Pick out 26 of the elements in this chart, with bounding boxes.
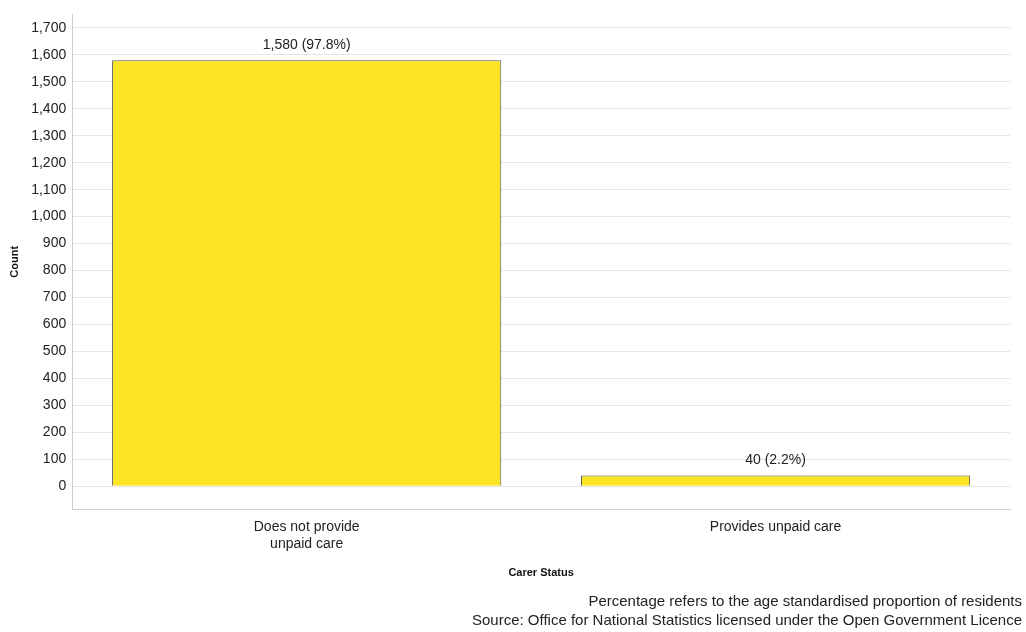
y-tick-label: 700	[42, 288, 67, 305]
x-tick-label: Does not provide unpaid care	[253, 518, 360, 552]
y-tick-label: 500	[42, 342, 67, 359]
y-tick-label: 400	[42, 369, 67, 386]
y-tick-label: 1,700	[31, 18, 67, 35]
y-tick-label: 300	[42, 396, 67, 413]
y-tick-label: 1,500	[31, 72, 67, 89]
y-axis-title: Count	[7, 245, 20, 278]
y-tick-label: 0	[58, 477, 67, 494]
x-tick-label: Provides unpaid care	[709, 518, 842, 535]
y-tick-label: 1,200	[31, 153, 67, 170]
y-tick-label: 1,400	[31, 99, 67, 116]
x-axis-title: Carer Status	[508, 566, 574, 579]
source-note: Source: Office for National Statistics licensed under the Open Government Licence	[471, 610, 1022, 628]
data-label: 40 (2.2%)	[745, 451, 806, 468]
data-label: 1,580 (97.8%)	[262, 36, 351, 53]
y-tick-label: 1,600	[31, 45, 67, 62]
y-tick-label: 1,000	[31, 207, 67, 224]
y-tick-label: 900	[42, 234, 67, 251]
y-tick-label: 800	[42, 261, 67, 278]
y-tick-label: 100	[42, 450, 67, 467]
y-tick-label: 1,100	[31, 180, 67, 197]
y-tick-label: 200	[42, 423, 67, 440]
text: Percentage refers to the age standardised proportion of residents	[588, 591, 1022, 609]
y-tick-label: 600	[42, 315, 67, 332]
y-tick-label: 1,300	[31, 126, 67, 143]
